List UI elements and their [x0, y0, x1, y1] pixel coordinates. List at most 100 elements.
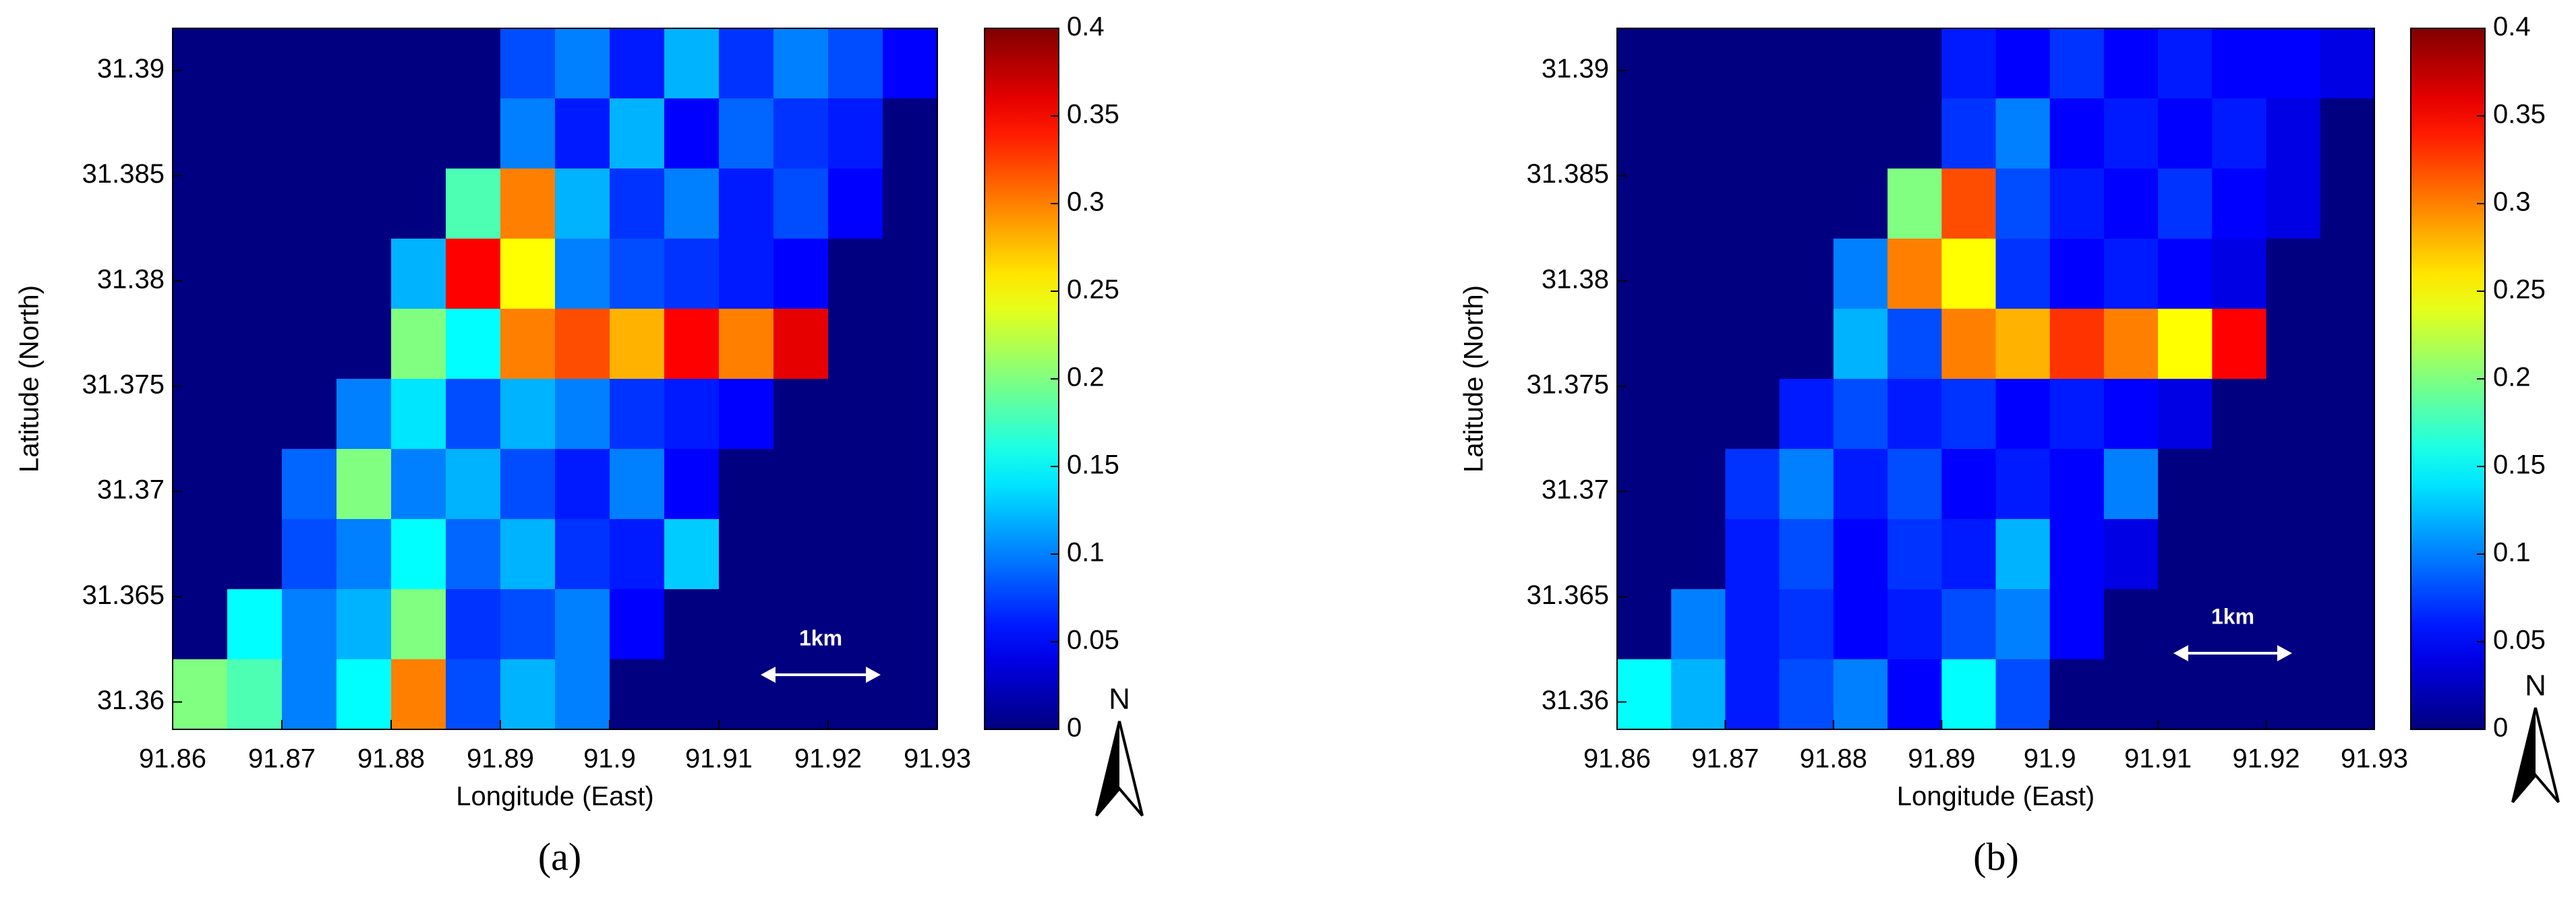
- north-label: N: [1109, 683, 1130, 716]
- heat-cell: [664, 169, 720, 239]
- y-tick-label: 31.38: [97, 264, 165, 294]
- y-tick-label: 31.375: [82, 369, 165, 399]
- heat-cell: [555, 98, 610, 169]
- heat-cell: [282, 28, 337, 99]
- heat-cell: [2103, 589, 2159, 660]
- heat-cell: [1779, 519, 1834, 590]
- heat-cell: [227, 379, 283, 450]
- heat-cell: [1779, 28, 1834, 99]
- north-label: N: [2525, 669, 2546, 702]
- x-tick-label: 91.92: [794, 744, 862, 774]
- heat-cell: [2049, 659, 2105, 730]
- heat-cell: [1671, 589, 1726, 660]
- heat-cell: [1887, 589, 1942, 660]
- heat-cell: [555, 169, 610, 239]
- heat-cell: [2266, 589, 2321, 660]
- heat-cell: [391, 28, 446, 99]
- heat-cell: [883, 519, 938, 590]
- heat-cell: [173, 98, 228, 169]
- heat-cell: [883, 379, 938, 450]
- heat-cell: [1617, 28, 1672, 99]
- heat-cell: [664, 28, 720, 99]
- heat-cell: [1995, 98, 2051, 169]
- heat-cell: [1941, 379, 1997, 450]
- heat-cell: [1941, 28, 1997, 99]
- heat-cell: [1671, 659, 1726, 730]
- heat-cell: [828, 449, 883, 520]
- y-tick-label: 31.37: [1542, 475, 1609, 505]
- heat-cell: [227, 659, 283, 730]
- heat-cell: [773, 379, 829, 450]
- heat-cell: [610, 379, 665, 450]
- heat-cell: [446, 28, 501, 99]
- heat-cell: [719, 28, 774, 99]
- panel-label: (b): [1973, 835, 2019, 878]
- heat-cell: [664, 98, 720, 169]
- heat-cell: [773, 309, 829, 380]
- heat-cell: [446, 309, 501, 380]
- heat-cell: [391, 309, 446, 380]
- colorbar-tick-label: 0.15: [1067, 450, 1119, 480]
- y-tick-label: 31.39: [1542, 54, 1609, 84]
- heat-cell: [1779, 589, 1834, 660]
- north-arrow-half: [1096, 721, 1119, 816]
- heat-cell: [610, 98, 665, 169]
- heat-cell: [1941, 98, 1997, 169]
- heat-cell: [610, 28, 665, 99]
- heat-cell: [2212, 519, 2267, 590]
- heat-cell: [773, 659, 829, 730]
- heat-cell: [828, 239, 883, 309]
- colorbar-tick-label: 0.1: [1067, 538, 1105, 568]
- heat-cell: [1671, 379, 1726, 450]
- heat-cell: [1779, 239, 1834, 309]
- heat-cell: [610, 169, 665, 239]
- heat-cell: [2266, 169, 2321, 239]
- heat-cell: [446, 169, 501, 239]
- heat-cell: [1779, 309, 1834, 380]
- heat-cell: [2158, 169, 2213, 239]
- y-axis-label: Latitude (North): [15, 285, 45, 473]
- y-tick-label: 31.36: [1542, 686, 1609, 715]
- heat-cell: [610, 659, 665, 730]
- heat-cell: [336, 659, 392, 730]
- heat-cell: [555, 379, 610, 450]
- heat-cell: [227, 169, 283, 239]
- x-tick-label: 91.9: [2024, 744, 2076, 774]
- heat-cell: [2320, 519, 2375, 590]
- heat-cell: [719, 169, 774, 239]
- heat-cell: [227, 239, 283, 309]
- heat-cell: [2158, 659, 2213, 730]
- heat-cell: [883, 309, 938, 380]
- heat-cell: [828, 309, 883, 380]
- heat-cell: [1887, 379, 1942, 450]
- heat-cell: [2158, 449, 2213, 520]
- heat-cell: [2320, 309, 2375, 380]
- heat-cell: [173, 239, 228, 309]
- heat-cell: [1671, 309, 1726, 380]
- heat-cell: [828, 169, 883, 239]
- heat-cell: [1833, 379, 1888, 450]
- heat-cell: [2049, 589, 2105, 660]
- heat-cell: [1995, 169, 2051, 239]
- colorbar-tick-label: 0.4: [2493, 12, 2531, 42]
- heat-cell: [282, 659, 337, 730]
- heat-cell: [883, 449, 938, 520]
- heat-cell: [610, 449, 665, 520]
- heat-cell: [1617, 239, 1672, 309]
- heat-cell: [2049, 449, 2105, 520]
- colorbar-tick-label: 0.05: [2493, 626, 2546, 655]
- heat-cell: [1833, 239, 1888, 309]
- heat-cell: [2103, 519, 2159, 590]
- heat-cell: [828, 98, 883, 169]
- heat-cell: [1833, 309, 1888, 380]
- heat-cell: [227, 589, 283, 660]
- colorbar-tick-label: 0.15: [2493, 450, 2546, 480]
- colorbar-tick-label: 0.25: [2493, 275, 2546, 305]
- heat-cell: [2320, 379, 2375, 450]
- heat-cell: [664, 379, 720, 450]
- colorbar: [2410, 28, 2486, 730]
- heat-cell: [282, 589, 337, 660]
- heat-cell: [282, 379, 337, 450]
- heat-cell: [1779, 169, 1834, 239]
- heat-cell: [2103, 28, 2159, 99]
